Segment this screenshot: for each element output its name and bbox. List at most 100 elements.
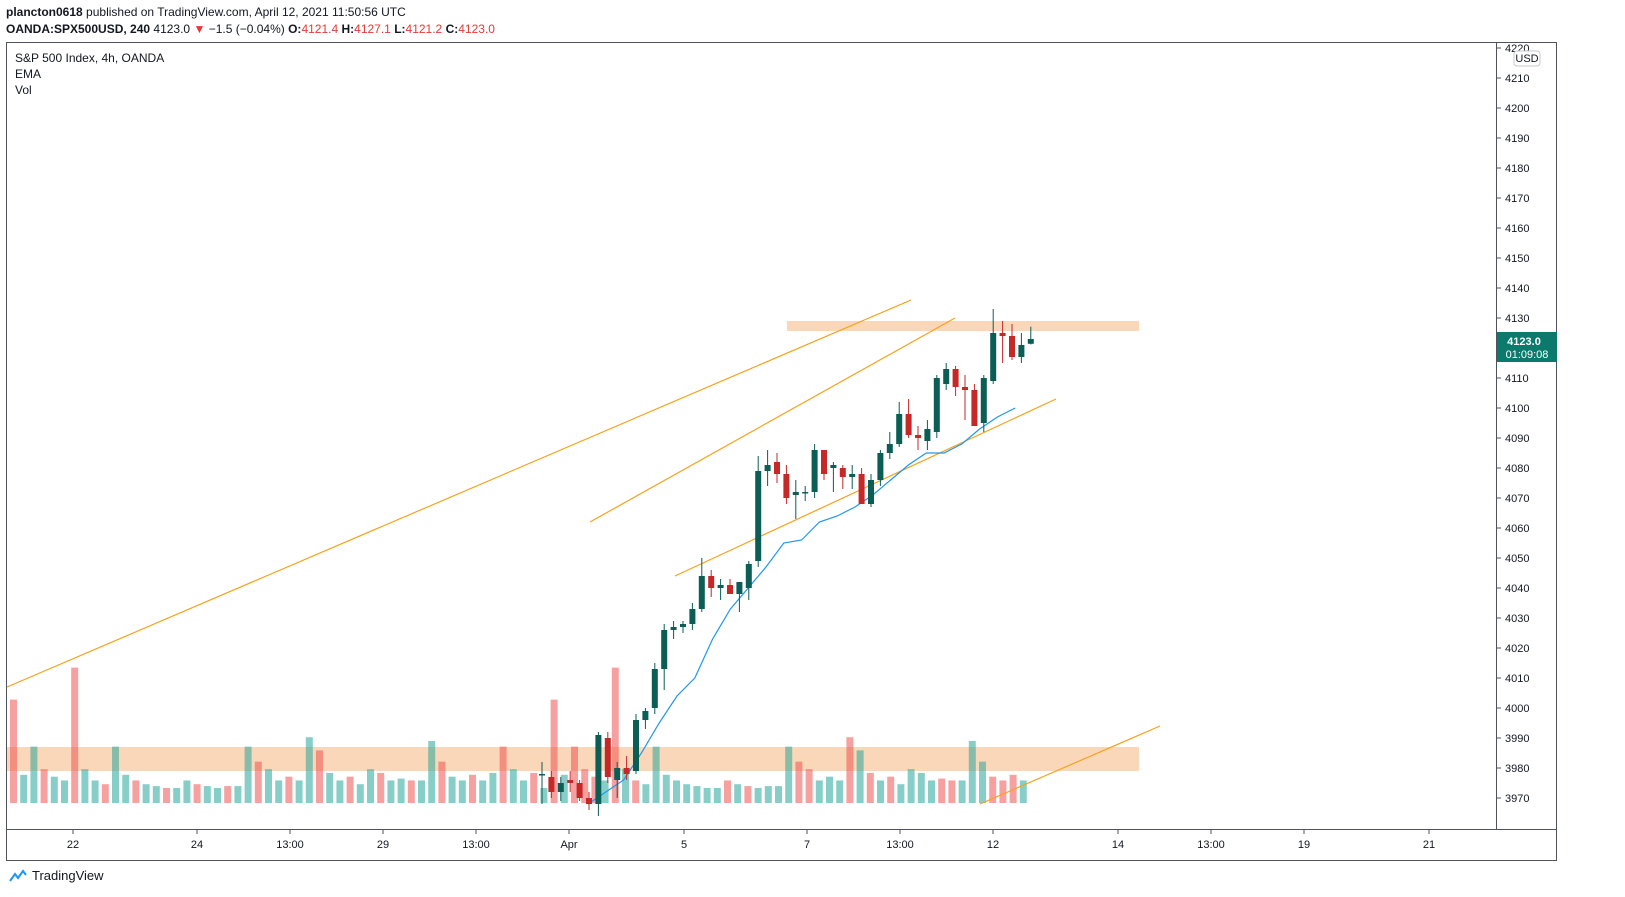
volume-bar: [917, 772, 925, 803]
volume-bar: [305, 737, 313, 803]
candle[interactable]: [614, 762, 621, 798]
time-tick-label: 5: [681, 839, 687, 851]
candle[interactable]: [567, 771, 574, 792]
channel-line[interactable]: [6, 299, 912, 688]
volume-bar: [50, 776, 58, 803]
price-tick-label: 4100: [1505, 403, 1529, 415]
candle[interactable]: [745, 561, 752, 600]
resistance-zone[interactable]: [787, 321, 1139, 331]
volume-bar: [754, 787, 762, 803]
volume-bar: [265, 769, 272, 803]
candle[interactable]: [623, 756, 630, 780]
candle[interactable]: [1027, 326, 1034, 345]
candle-body: [586, 798, 592, 804]
candle[interactable]: [689, 603, 696, 630]
footer-brand[interactable]: TradingView: [8, 868, 104, 883]
high-value: 4127.1: [354, 22, 391, 36]
candle[interactable]: [717, 579, 724, 600]
candle[interactable]: [849, 465, 856, 489]
candle[interactable]: [1009, 324, 1015, 360]
candle[interactable]: [990, 309, 997, 384]
candle[interactable]: [886, 432, 893, 459]
volume-bar: [785, 746, 793, 803]
candle[interactable]: [764, 450, 771, 486]
candle[interactable]: [661, 624, 668, 690]
price-tick-label: 4010: [1505, 673, 1529, 685]
candle[interactable]: [821, 450, 827, 480]
legend-ema[interactable]: EMA: [15, 67, 42, 81]
candle[interactable]: [755, 456, 762, 567]
candle[interactable]: [586, 792, 592, 810]
candle[interactable]: [952, 366, 959, 396]
candle-body: [858, 474, 865, 504]
volume-bar: [591, 776, 599, 803]
candle[interactable]: [943, 363, 950, 390]
candle[interactable]: [877, 450, 884, 486]
volume-bar: [326, 772, 334, 803]
volume-bar: [173, 787, 181, 803]
volume-bar: [387, 780, 395, 803]
volume-bar: [234, 786, 242, 803]
candle[interactable]: [539, 762, 545, 804]
volume-bar: [142, 784, 150, 803]
candle[interactable]: [774, 453, 780, 483]
volume-bar: [489, 772, 497, 803]
volume-bar: [163, 787, 170, 803]
candle[interactable]: [933, 375, 940, 438]
volume-bar: [764, 786, 772, 803]
candle[interactable]: [633, 714, 639, 774]
price-tick-label: 4020: [1505, 643, 1529, 655]
candle[interactable]: [1018, 333, 1025, 363]
candle[interactable]: [792, 480, 799, 519]
channel-line[interactable]: [979, 725, 1161, 805]
candle[interactable]: [858, 468, 865, 504]
legend-title[interactable]: S&P 500 Index, 4h, OANDA: [15, 51, 165, 65]
candle[interactable]: [548, 771, 555, 798]
price-tick-label: 4160: [1505, 223, 1529, 235]
candle[interactable]: [915, 426, 921, 450]
candle[interactable]: [868, 474, 874, 507]
candle[interactable]: [830, 462, 837, 492]
candle-body: [990, 333, 997, 381]
time-tick-label: Apr: [560, 839, 577, 851]
candle[interactable]: [698, 558, 705, 612]
candle[interactable]: [783, 465, 790, 504]
candle[interactable]: [576, 780, 583, 801]
volume-bar: [611, 667, 619, 803]
channel-line[interactable]: [674, 398, 1057, 577]
candle[interactable]: [980, 375, 987, 432]
candle[interactable]: [604, 732, 611, 783]
channel-line[interactable]: [589, 317, 956, 523]
candle[interactable]: [839, 465, 846, 489]
candle-body: [971, 390, 978, 426]
volume-bar: [907, 769, 915, 803]
candle[interactable]: [896, 402, 903, 447]
ema-line[interactable]: [587, 407, 1016, 805]
candle[interactable]: [708, 570, 715, 597]
candle[interactable]: [642, 708, 649, 729]
candle[interactable]: [670, 621, 677, 639]
candle[interactable]: [905, 399, 912, 438]
legend-vol[interactable]: Vol: [15, 83, 32, 97]
candle[interactable]: [924, 420, 931, 450]
candle[interactable]: [651, 663, 658, 714]
volume-bar: [683, 784, 691, 803]
candle[interactable]: [962, 375, 968, 420]
candle[interactable]: [736, 582, 743, 612]
candle-body: [623, 768, 630, 774]
change-value: −1.5 (−0.04%): [208, 22, 285, 36]
price-tick-label: 4050: [1505, 553, 1529, 565]
candle-body: [745, 564, 752, 588]
candle[interactable]: [680, 621, 686, 633]
candle[interactable]: [727, 579, 733, 594]
author-name[interactable]: plancton0618: [6, 5, 83, 19]
candle[interactable]: [557, 777, 564, 801]
candle[interactable]: [999, 321, 1006, 363]
volume-bar: [10, 699, 17, 803]
currency-label: USD: [1515, 53, 1538, 65]
candle[interactable]: [595, 732, 602, 816]
candle[interactable]: [971, 384, 978, 426]
candle[interactable]: [811, 444, 818, 498]
candle[interactable]: [802, 486, 809, 501]
